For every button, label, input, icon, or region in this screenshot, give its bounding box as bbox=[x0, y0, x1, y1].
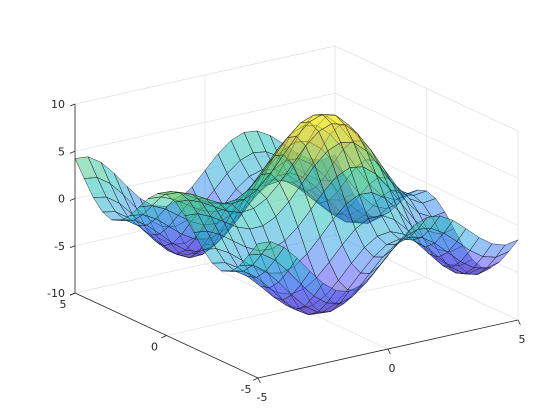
z-tick-mark bbox=[69, 103, 76, 107]
x-tick-label: 5 bbox=[519, 333, 526, 346]
y-tick-label: 0 bbox=[151, 341, 158, 354]
x-tick-label: 0 bbox=[389, 362, 396, 375]
surface-facet bbox=[248, 241, 272, 256]
x-tick-label: -5 bbox=[257, 391, 268, 404]
y-tick-mark bbox=[161, 335, 167, 339]
z-tick-label: 5 bbox=[58, 145, 65, 158]
z-tick-label: -10 bbox=[47, 287, 65, 300]
z-tick-mark bbox=[69, 198, 76, 201]
surface-mesh bbox=[74, 113, 519, 316]
z-tick-mark bbox=[69, 245, 76, 249]
z-tick-label: 0 bbox=[58, 193, 65, 206]
z-tick-label: 10 bbox=[51, 98, 65, 111]
y-tick-mark bbox=[252, 377, 259, 381]
y-tick-label: -5 bbox=[241, 383, 252, 396]
z-tick-label: -5 bbox=[54, 240, 65, 253]
box-edge-back-top bbox=[74, 45, 336, 105]
box-edge-right-top bbox=[334, 45, 519, 132]
x-tick-mark bbox=[387, 348, 391, 355]
z-tick-mark bbox=[69, 150, 76, 154]
x-tick-mark bbox=[257, 377, 261, 384]
z-tick-mark bbox=[69, 292, 76, 296]
x-tick-mark bbox=[517, 319, 521, 326]
y-tick-label: 5 bbox=[60, 298, 67, 311]
